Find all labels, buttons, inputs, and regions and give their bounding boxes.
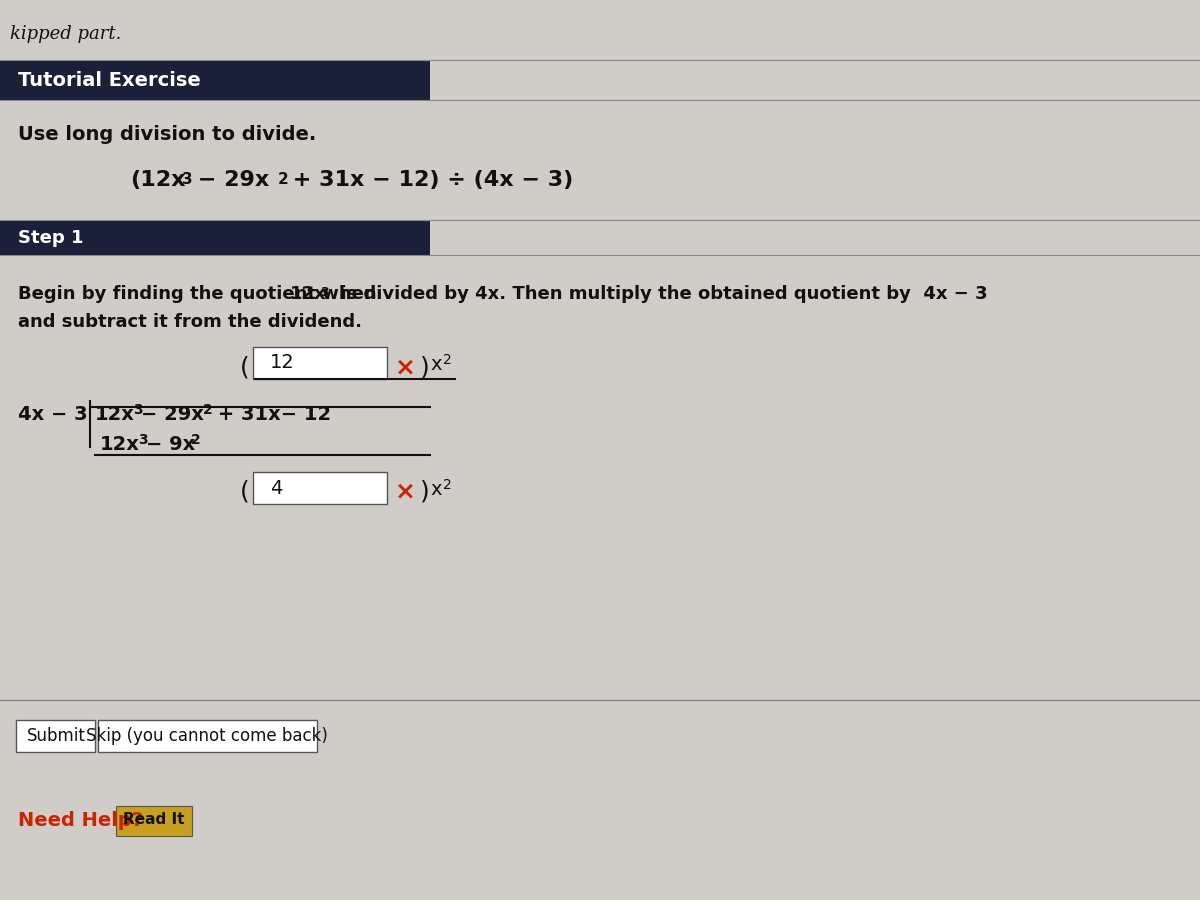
Text: (: ( <box>240 355 250 379</box>
Text: 3: 3 <box>138 433 148 447</box>
Text: Skip (you cannot come back): Skip (you cannot come back) <box>86 727 328 745</box>
Text: + 31x− 12: + 31x− 12 <box>211 405 331 424</box>
Text: − 9x: − 9x <box>146 435 196 454</box>
Text: 12x: 12x <box>95 405 134 424</box>
Text: Read It: Read It <box>124 813 185 827</box>
Text: 2: 2 <box>203 403 212 417</box>
Text: + 31x − 12) ÷ (4x − 3): + 31x − 12) ÷ (4x − 3) <box>286 170 574 190</box>
Text: 4x − 3: 4x − 3 <box>18 405 88 424</box>
Text: Tutorial Exercise: Tutorial Exercise <box>18 70 200 89</box>
Text: Step 1: Step 1 <box>18 229 84 247</box>
FancyBboxPatch shape <box>253 472 386 504</box>
FancyBboxPatch shape <box>0 60 430 100</box>
Text: 4: 4 <box>270 479 282 498</box>
Text: x: x <box>430 480 442 499</box>
Text: Submit: Submit <box>26 727 85 745</box>
Text: kipped part.: kipped part. <box>10 25 121 43</box>
Text: ×: × <box>395 480 416 504</box>
FancyBboxPatch shape <box>0 220 430 255</box>
Text: − 29x: − 29x <box>142 405 204 424</box>
Text: is divided by 4x. Then multiply the obtained quotient by  4x − 3: is divided by 4x. Then multiply the obta… <box>328 285 988 303</box>
Text: 2: 2 <box>191 433 200 447</box>
Text: 2: 2 <box>278 172 289 187</box>
Text: Use long division to divide.: Use long division to divide. <box>18 125 317 144</box>
Text: ): ) <box>420 480 430 504</box>
Text: 12x: 12x <box>100 435 140 454</box>
FancyBboxPatch shape <box>16 720 95 752</box>
Text: Need Help?: Need Help? <box>18 811 143 830</box>
Text: Begin by finding the quotient when: Begin by finding the quotient when <box>18 285 389 303</box>
Text: and subtract it from the dividend.: and subtract it from the dividend. <box>18 313 362 331</box>
Text: ×: × <box>395 355 416 379</box>
Text: 3: 3 <box>133 403 143 417</box>
Text: 2: 2 <box>443 353 451 367</box>
Text: x: x <box>430 355 442 374</box>
Text: (12x: (12x <box>130 170 186 190</box>
Text: 12x: 12x <box>290 285 326 303</box>
FancyBboxPatch shape <box>98 720 317 752</box>
Text: 2: 2 <box>443 478 451 492</box>
Text: (: ( <box>240 480 250 504</box>
Text: 3: 3 <box>320 286 329 299</box>
Text: 3: 3 <box>182 172 193 187</box>
FancyBboxPatch shape <box>116 806 192 836</box>
Text: − 29x: − 29x <box>190 170 269 190</box>
Text: ): ) <box>420 355 430 379</box>
FancyBboxPatch shape <box>253 347 386 379</box>
Text: 12: 12 <box>270 354 295 373</box>
